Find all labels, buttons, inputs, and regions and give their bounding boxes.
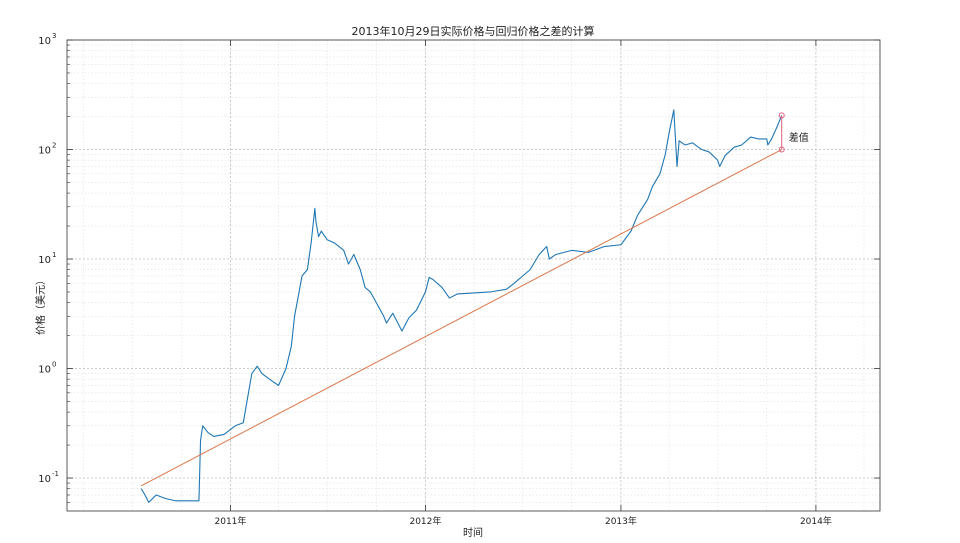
y-tick-label-exponent: 1 <box>52 251 56 259</box>
y-tick-label: 10 <box>38 36 51 47</box>
price-series-line <box>140 109 783 503</box>
y-tick-label-exponent: 0 <box>52 361 56 369</box>
y-tick-label-exponent: -1 <box>52 470 59 478</box>
plot-area <box>67 40 880 511</box>
y-tick-label: 10 <box>38 146 51 157</box>
regression-series-line <box>141 149 782 487</box>
y-tick-label: 10 <box>38 474 51 485</box>
x-tick-label: 2011年 <box>215 515 247 527</box>
chart-title: 2013年10月29日实际价格与回归价格之差的计算 <box>352 24 595 38</box>
y-tick-label: 10 <box>38 255 51 266</box>
x-axis-label: 时间 <box>463 526 483 539</box>
data-layer <box>140 109 785 503</box>
difference-annotation: 差值 <box>789 131 809 144</box>
x-tick-label: 2014年 <box>800 515 832 527</box>
x-tick-label: 2012年 <box>409 515 441 527</box>
regression-price-marker <box>778 146 785 153</box>
y-tick-label-exponent: 3 <box>52 32 56 40</box>
y-tick-label: 10 <box>38 365 51 376</box>
actual-price-marker <box>778 112 785 119</box>
x-tick-label: 2013年 <box>605 515 637 527</box>
y-axis-label: 价格（美元） <box>34 275 47 335</box>
plot-frame <box>66 39 881 512</box>
y-tick-label-exponent: 2 <box>52 142 56 150</box>
